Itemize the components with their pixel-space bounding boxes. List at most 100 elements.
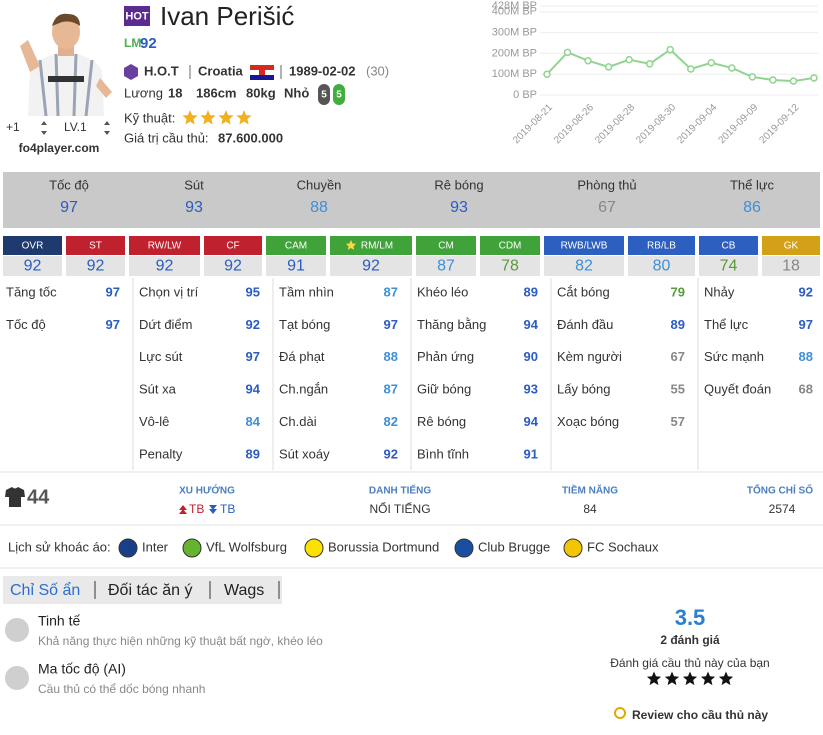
position-cell (416, 256, 476, 276)
stat-value: 92 (384, 446, 398, 461)
trait-icon (5, 618, 29, 642)
x-tick-label: 2019-09-09 (716, 102, 760, 146)
rating-count: 2 đánh giá (660, 633, 720, 647)
position-header (628, 236, 695, 255)
rating-star[interactable] (700, 671, 716, 686)
trait-name: Tinh tế (38, 613, 80, 629)
spinner[interactable] (41, 121, 47, 135)
position: LM (124, 36, 141, 50)
value-label: Giá trị cầu thủ: (124, 130, 209, 145)
position-code: CF (226, 241, 239, 252)
position-code: OVR (22, 241, 44, 252)
stat-value: 84 (246, 414, 261, 429)
trait-desc: Khả năng thực hiện những kỹ thuật bất ng… (38, 634, 323, 648)
stat-name: Sút xoáy (279, 446, 330, 461)
potential-label: TIỀM NĂNG (562, 484, 618, 497)
tab-active[interactable]: Chỉ Số ẩn (10, 581, 80, 599)
summary-value: 97 (60, 199, 78, 216)
total-label: TỔNG CHỈ SỐ (747, 483, 813, 497)
stat-name: Khéo léo (417, 284, 468, 299)
club-name[interactable]: VfL Wolfsburg (206, 539, 287, 554)
stat-value: 90 (524, 349, 538, 364)
position-header (129, 236, 200, 255)
y-tick-label: 100M BP (492, 68, 537, 80)
summary-value: 93 (450, 199, 468, 216)
club-name[interactable]: Borussia Dortmund (328, 539, 439, 554)
stat-value: 94 (524, 317, 539, 332)
club-name[interactable]: Inter (142, 539, 169, 554)
position-value: 82 (575, 258, 593, 275)
position-cell (544, 256, 624, 276)
skill-star (236, 110, 252, 125)
position-value: 87 (437, 258, 455, 275)
trend-label: XU HƯỚNG (179, 484, 235, 497)
stat-name: Thăng bằng (417, 317, 486, 332)
club-logo (454, 538, 474, 558)
review-link[interactable]: Review cho cầu thủ này (632, 708, 768, 722)
total: 2574 (769, 502, 796, 516)
position-cell (762, 256, 820, 276)
right-foot: 5 (336, 90, 342, 101)
position-header (66, 236, 125, 255)
badge-bg (124, 6, 150, 26)
trend-up (179, 505, 187, 514)
club-logo (563, 538, 583, 558)
position-header (480, 236, 540, 255)
spinner[interactable] (104, 121, 110, 135)
summary-name: Chuyền (297, 177, 342, 192)
stat-name: Đá phạt (279, 349, 325, 364)
rating-star[interactable] (682, 671, 698, 686)
fame: NỔI TIẾNG (369, 501, 430, 516)
y-tick-label: 400M BP (492, 6, 537, 18)
stat-value: 97 (106, 317, 120, 332)
position-cell (129, 256, 200, 276)
stat-name: Tăng tốc (6, 284, 57, 299)
stat-value: 88 (799, 349, 813, 364)
position-header (204, 236, 262, 255)
badge: HOT (125, 10, 149, 22)
player-name: Ivan Perišić (160, 1, 294, 31)
position-cell (66, 256, 125, 276)
tab[interactable]: Wags (224, 582, 264, 599)
stat-value: 93 (524, 382, 538, 397)
price-point (789, 77, 798, 85)
tab[interactable]: Đối tác ăn ý (108, 582, 192, 599)
stat-value: 82 (384, 414, 398, 429)
y-tick-label: 0 BP (513, 89, 537, 101)
club-name[interactable]: FC Sochaux (587, 539, 659, 554)
stat-value: 57 (671, 414, 685, 429)
upgrade[interactable]: +1 (6, 120, 20, 134)
stat-value: 87 (384, 382, 398, 397)
player-value: 87.600.000 (218, 130, 283, 145)
foot-icon (318, 84, 330, 105)
stat-value: 97 (799, 317, 813, 332)
rating-star[interactable] (664, 671, 680, 686)
stat-name: Xoạc bóng (557, 414, 619, 429)
position-code: CB (722, 241, 736, 252)
position-cell (204, 256, 262, 276)
position-header (3, 236, 62, 255)
stat-value: 91 (524, 446, 538, 461)
summary-value: 67 (598, 199, 616, 216)
price-point (666, 45, 674, 54)
foot-icon (333, 84, 345, 105)
club-name[interactable]: Club Brugge (478, 539, 550, 554)
position-rating: 92 (140, 35, 157, 52)
birth-date: 1989-02-02 (289, 63, 356, 78)
trend-down (209, 505, 217, 514)
stat-value: 89 (524, 284, 538, 299)
position-header (544, 236, 624, 255)
price-point (728, 64, 736, 72)
position-header (330, 236, 412, 255)
position-code: CAM (285, 241, 307, 252)
stat-name: Đánh đầu (557, 317, 613, 332)
position-value: 80 (653, 258, 671, 275)
price-point (604, 63, 613, 71)
summary-name: Rê bóng (434, 177, 483, 192)
level[interactable]: LV.1 (64, 120, 87, 134)
x-tick-label: 2019-09-04 (675, 102, 719, 146)
rating-star[interactable] (718, 671, 734, 686)
stat-value: 67 (671, 349, 685, 364)
x-tick-label: 2019-08-21 (511, 102, 555, 146)
rating-star[interactable] (646, 671, 662, 686)
